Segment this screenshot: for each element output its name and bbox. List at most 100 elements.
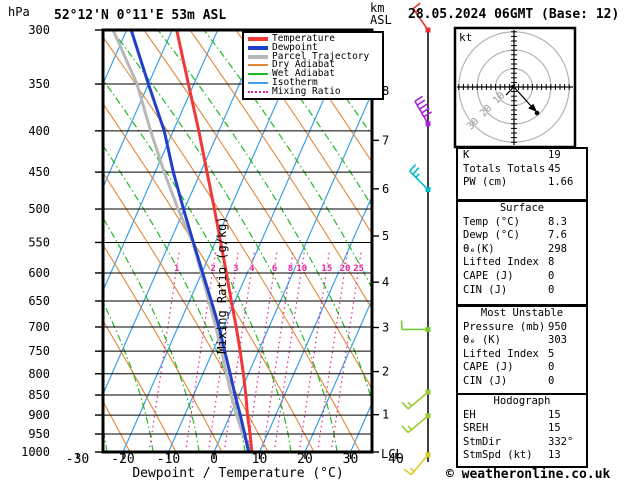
stat-value: 950 <box>548 320 567 333</box>
wind-barb <box>403 452 431 476</box>
altitude-axis-unit: km ASL <box>370 2 392 26</box>
wet-adiabat-line <box>103 216 200 452</box>
dry-adiabat-line <box>103 400 131 452</box>
stat-row: SREH 15 <box>458 422 586 436</box>
x-axis-title: Dewpoint / Temperature (°C) <box>132 466 344 481</box>
pressure-tick-label: 800 <box>28 367 50 381</box>
stat-label: CAPE (J) <box>463 361 514 374</box>
legend-item: Dry Adiabat <box>248 59 378 71</box>
legend-label: Isotherm <box>272 77 318 89</box>
stat-row: Pressure (mb) 950 <box>458 321 586 335</box>
stat-label: Lifted Index <box>463 256 539 269</box>
plot-border <box>101 28 374 454</box>
line <box>415 8 421 14</box>
temperature-tick-label: 0 <box>210 452 218 467</box>
stat-row: CAPE (J) 0 <box>458 270 586 284</box>
dewpoint-curve <box>129 30 251 452</box>
stat-label: CAPE (J) <box>463 269 514 282</box>
line <box>401 401 409 410</box>
temperature-tick-label: 40 <box>388 452 404 467</box>
wind-barb <box>414 95 432 127</box>
hodograph-trace-arrowhead <box>510 84 515 89</box>
stat-value: 45 <box>548 162 561 175</box>
isotherm-line <box>258 194 372 452</box>
altitude-unit-km: km <box>370 1 385 15</box>
mixing-ratio-value-label: 4 <box>249 264 255 274</box>
isotherm-line <box>122 30 310 452</box>
stat-row: Lifted Index 5 <box>458 348 586 362</box>
line <box>409 467 415 472</box>
stat-label: Temp (°C) <box>463 215 520 228</box>
stat-row: StmSpd (kt) 13 <box>458 449 586 463</box>
mixing-ratio-value-label: 6 <box>272 264 277 274</box>
dry-adiabat-line <box>103 171 269 452</box>
km-tick-label: 6 <box>382 182 389 196</box>
legend-swatch-temperature <box>248 37 268 41</box>
isotherm-line <box>103 30 264 396</box>
stat-value: 5 <box>548 347 555 360</box>
stat-value: 8 <box>548 256 555 269</box>
stat-row: StmDir 332° <box>458 436 586 450</box>
mixing-ratio-value-label: 1 <box>174 264 179 274</box>
km-tick-label: 4 <box>382 275 389 289</box>
pressure-tick-label: 400 <box>28 124 50 138</box>
wet-adiabat-line <box>103 301 154 452</box>
line <box>409 163 417 172</box>
storm-motion-arrowhead <box>528 103 537 112</box>
stat-label: Lifted Index <box>463 347 539 360</box>
wet-adiabat-line <box>103 144 246 452</box>
wind-barb <box>400 320 431 332</box>
stat-value: 0 <box>548 269 555 282</box>
pressure-tick-label: 750 <box>28 344 50 358</box>
stats-box-title: Most Unstable <box>480 307 564 319</box>
stats-box-indices: K 19 Totals Totals 45 PW (cm) 1.66 <box>456 147 588 201</box>
stat-label: Totals Totals <box>463 162 546 175</box>
line <box>401 425 409 434</box>
credit-footer: © weatheronline.co.uk <box>446 467 611 482</box>
stat-row: Dewp (°C) 7.6 <box>458 229 586 243</box>
stat-row: Temp (°C) 8.3 <box>458 216 586 230</box>
isotherm-line <box>167 30 355 452</box>
stat-row: Totals Totals 45 <box>458 163 586 177</box>
wet-adiabat-line <box>0 30 15 452</box>
wind-barb-dot <box>425 187 431 193</box>
legend-item: Parcel Trajectory <box>248 51 378 61</box>
stat-row: CIN (J) 0 <box>458 284 586 298</box>
dry-adiabat-line <box>143 30 372 391</box>
stat-row: PW (cm) 1.66 <box>458 176 586 190</box>
pressure-tick-label: 900 <box>28 408 50 422</box>
stat-value: 0 <box>548 283 555 296</box>
legend-swatch-dewpoint <box>248 45 268 50</box>
legend-label: Dry Adiabat <box>272 59 335 71</box>
stat-row: CIN (J) 0 <box>458 375 586 389</box>
stat-value: 1.66 <box>548 176 574 189</box>
storm-motion-endpoint <box>534 110 540 116</box>
stat-label: StmSpd (kt) <box>463 449 533 462</box>
stat-row: Lifted Index 8 <box>458 256 586 270</box>
stat-row: θₑ(K) 298 <box>458 243 586 257</box>
stat-value: 8.3 <box>548 215 567 228</box>
pressure-tick-label: 550 <box>28 235 50 249</box>
line <box>416 99 426 106</box>
temperature-curve <box>175 30 254 452</box>
stat-value: 15 <box>548 408 561 421</box>
hodograph-unit-label: kt <box>459 31 473 44</box>
km-tick-label: 8 <box>382 84 389 98</box>
legend-swatch-parcel <box>248 54 268 59</box>
stat-value: 19 <box>548 149 561 161</box>
legend-swatch-wet-adiabat <box>248 73 268 76</box>
legend-item: Isotherm <box>248 77 378 89</box>
stat-value: 298 <box>548 242 567 255</box>
stat-label: PW (cm) <box>463 176 508 189</box>
dry-adiabat-line <box>103 319 177 452</box>
mixing-ratio-value-label: 15 <box>321 264 332 274</box>
line <box>423 111 432 118</box>
mixing-ratio-line <box>246 251 278 452</box>
legend-label: Mixing Ratio <box>272 85 341 97</box>
stat-row: K 19 <box>458 149 586 163</box>
lcl-label: LCL <box>381 447 403 461</box>
line <box>419 103 428 110</box>
line <box>414 95 423 102</box>
stat-value: 332° <box>548 435 574 448</box>
